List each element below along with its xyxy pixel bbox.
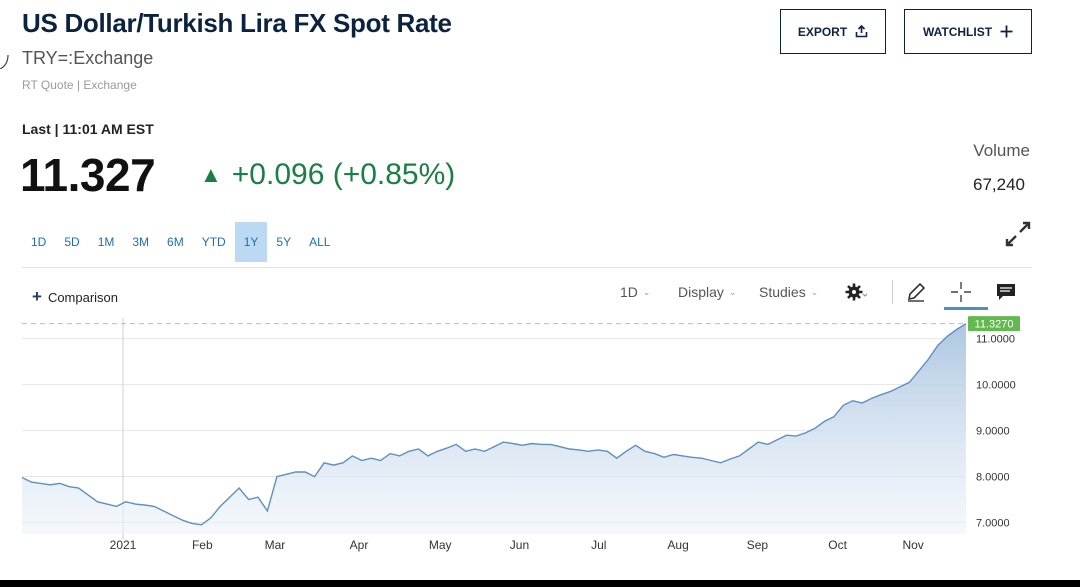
crosshair-icon[interactable] bbox=[949, 280, 973, 304]
change-value: +0.096 (+0.85%) bbox=[231, 158, 456, 191]
x-tick-label: Oct bbox=[828, 538, 847, 552]
pencil-icon[interactable] bbox=[904, 280, 928, 304]
y-tick-label: 8.0000 bbox=[976, 472, 1010, 484]
display-label: Display bbox=[678, 284, 724, 300]
price-area bbox=[22, 323, 966, 534]
range-1d[interactable]: 1D bbox=[31, 235, 47, 249]
display-dropdown[interactable]: Display ⌄ bbox=[678, 284, 736, 300]
y-tick-label: 9.0000 bbox=[976, 426, 1010, 438]
last-update-time: Last | 11:01 AM EST bbox=[22, 121, 154, 137]
range-3m[interactable]: 3M bbox=[132, 235, 150, 249]
y-tick-label: 10.0000 bbox=[976, 380, 1016, 392]
chevron-down-icon: ⌄ bbox=[642, 286, 651, 297]
x-tick-label: Jun bbox=[510, 538, 529, 552]
time-range-selector: 1D 5D 1M 3M 6M YTD 1Y 5Y ALL bbox=[22, 222, 339, 262]
page-title: US Dollar/Turkish Lira FX Spot Rate bbox=[22, 8, 452, 38]
share-icon bbox=[855, 25, 868, 38]
symbol-label: TRY=:Exchange bbox=[22, 48, 154, 68]
x-tick-label: 2021 bbox=[110, 538, 137, 552]
x-tick-label: Nov bbox=[902, 538, 923, 552]
x-tick-label: Aug bbox=[667, 538, 688, 552]
price-change: ▲ +0.096 (+0.85%) bbox=[200, 158, 455, 192]
up-arrow-icon: ▲ bbox=[200, 162, 222, 187]
chevron-down-icon: ⌄ bbox=[810, 286, 819, 297]
comment-icon[interactable] bbox=[994, 280, 1018, 304]
price-chart[interactable]: 7.0000 8.0000 9.0000 10.0000 11.0000 2021 Feb M… bbox=[0, 310, 1080, 560]
export-button[interactable]: EXPORT bbox=[780, 9, 886, 54]
last-value-label: 11.3270 bbox=[975, 319, 1014, 331]
range-all[interactable]: ALL bbox=[309, 235, 331, 249]
x-tick-label: Feb bbox=[192, 538, 213, 552]
scroll-edge-mark bbox=[0, 55, 9, 69]
range-1y[interactable]: 1Y bbox=[234, 222, 268, 262]
watchlist-label: WATCHLIST bbox=[922, 24, 993, 39]
comparison-label: Comparison bbox=[47, 289, 119, 305]
x-tick-label: Sep bbox=[747, 538, 769, 552]
range-5d[interactable]: 5D bbox=[64, 235, 80, 249]
chevron-down-icon: ⌄ bbox=[728, 286, 737, 297]
comparison-button[interactable]: + Comparison bbox=[32, 287, 118, 307]
plus-icon bbox=[1000, 25, 1013, 38]
quote-source: RT Quote | Exchange bbox=[22, 78, 137, 92]
expand-icon[interactable] bbox=[1004, 220, 1032, 248]
range-1m[interactable]: 1M bbox=[97, 235, 115, 249]
active-tool-indicator bbox=[944, 307, 988, 310]
toolbar-separator bbox=[892, 280, 893, 304]
volume-label: Volume bbox=[973, 141, 1030, 160]
x-tick-label: Apr bbox=[350, 538, 369, 552]
studies-label: Studies bbox=[759, 284, 806, 300]
last-value-badge bbox=[968, 316, 1020, 332]
bottom-edge bbox=[0, 580, 1080, 587]
studies-dropdown[interactable]: Studies ⌄ bbox=[759, 284, 818, 300]
section-divider bbox=[22, 267, 1032, 268]
interval-label: 1D bbox=[620, 284, 638, 300]
range-ytd[interactable]: YTD bbox=[201, 235, 226, 249]
x-tick-label: Jul bbox=[591, 538, 606, 552]
x-tick-label: May bbox=[429, 538, 452, 552]
last-price: 11.327 bbox=[20, 149, 156, 201]
watchlist-button[interactable]: WATCHLIST bbox=[904, 9, 1032, 54]
interval-dropdown[interactable]: 1D ⌄ bbox=[620, 284, 650, 300]
plus-icon: + bbox=[32, 287, 42, 306]
price-line bbox=[21, 323, 967, 526]
y-tick-label: 7.0000 bbox=[976, 518, 1010, 530]
range-5y[interactable]: 5Y bbox=[276, 235, 292, 249]
x-tick-label: Mar bbox=[265, 538, 286, 552]
export-label: EXPORT bbox=[797, 24, 848, 39]
gear-icon[interactable] bbox=[843, 280, 867, 304]
range-6m[interactable]: 6M bbox=[167, 235, 184, 249]
y-tick-label: 11.0000 bbox=[976, 334, 1015, 346]
volume-value: 67,240 bbox=[973, 175, 1025, 194]
